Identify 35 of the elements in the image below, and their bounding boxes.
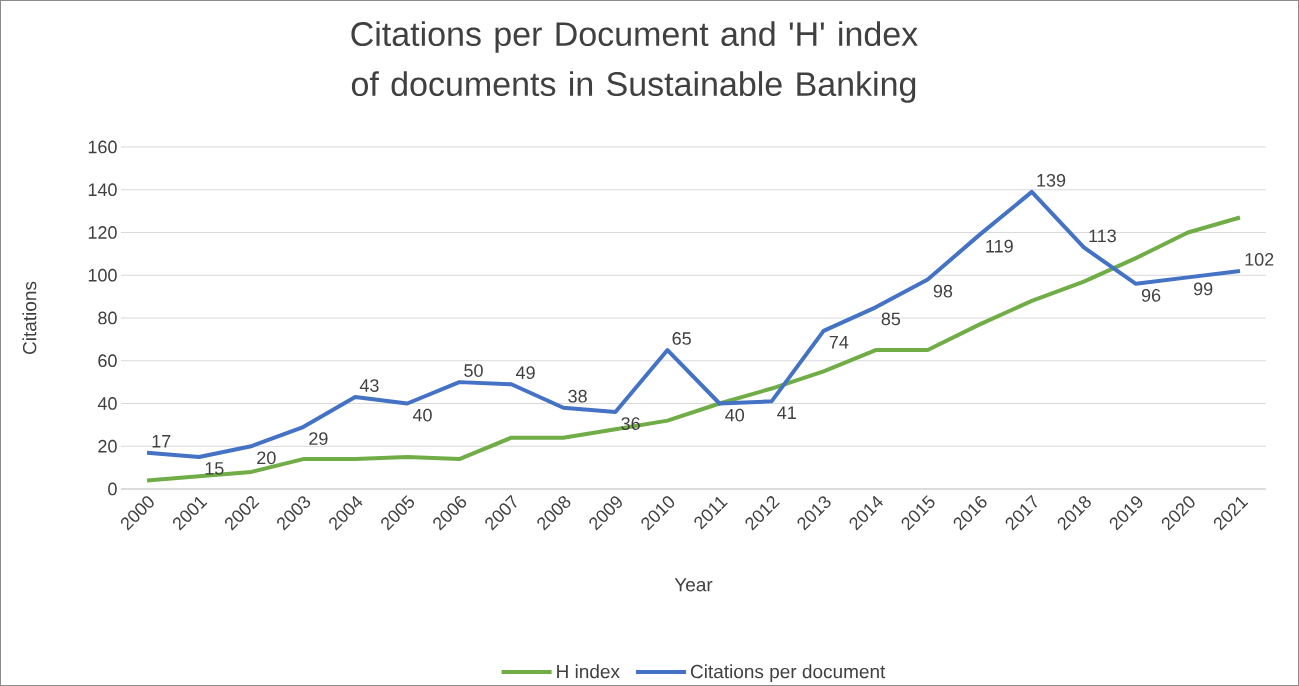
y-axis-title: Citations (22, 281, 37, 354)
y-tick-label: 0 (108, 482, 117, 496)
data-label: 119 (986, 239, 1013, 253)
legend-label: Citations per document (690, 664, 886, 683)
data-label: 65 (672, 332, 691, 345)
data-label: 17 (152, 435, 171, 448)
data-label: 50 (464, 364, 483, 377)
y-tick-label: 100 (88, 268, 117, 282)
y-tick-label: 60 (98, 354, 117, 368)
y-tick-label: 160 (88, 140, 117, 154)
data-label: 139 (1037, 173, 1066, 187)
data-label: 113 (1089, 229, 1116, 243)
data-label: 29 (309, 432, 328, 445)
data-label: 40 (412, 408, 432, 422)
data-label: 38 (568, 389, 587, 403)
data-label: 98 (933, 284, 953, 298)
y-tick-label: 20 (98, 439, 117, 453)
y-tick-label: 40 (97, 397, 117, 410)
x-axis-title: Year (674, 578, 713, 592)
data-label: 41 (777, 406, 796, 419)
legend-label: H index (557, 664, 620, 679)
data-label: 99 (1193, 282, 1213, 296)
y-tick-label: 140 (88, 183, 117, 197)
data-label: 20 (257, 451, 276, 465)
data-label: 74 (829, 336, 849, 349)
data-label: 40 (725, 408, 745, 422)
data-label: 49 (515, 366, 535, 380)
y-tick-label: 120 (88, 226, 117, 239)
data-label: 102 (1245, 253, 1274, 266)
data-label: 85 (881, 312, 901, 326)
data-label: 43 (359, 379, 379, 392)
data-label: 96 (1141, 288, 1161, 302)
y-tick-label: 80 (98, 311, 117, 325)
data-label: 15 (205, 462, 224, 475)
chart-title: Citations per Document and 'H' index of documents in Sustainable Banking (351, 21, 918, 103)
